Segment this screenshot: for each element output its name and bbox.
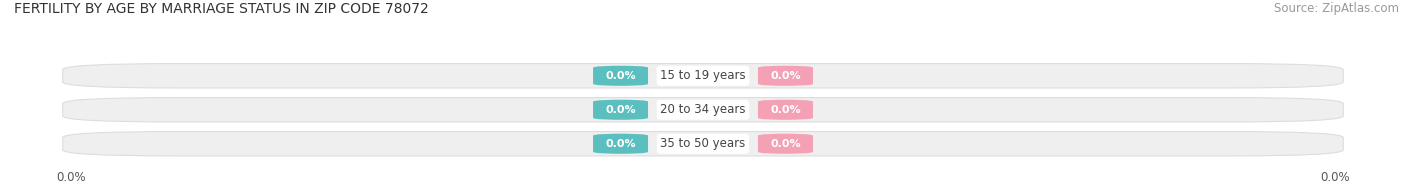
FancyBboxPatch shape: [63, 64, 1343, 88]
Text: 0.0%: 0.0%: [770, 105, 801, 115]
Text: 0.0%: 0.0%: [770, 71, 801, 81]
Text: 0.0%: 0.0%: [605, 105, 636, 115]
Text: Source: ZipAtlas.com: Source: ZipAtlas.com: [1274, 2, 1399, 15]
Text: 35 to 50 years: 35 to 50 years: [661, 137, 745, 150]
FancyBboxPatch shape: [63, 132, 1343, 156]
FancyBboxPatch shape: [593, 66, 648, 86]
FancyBboxPatch shape: [758, 100, 813, 120]
Text: 0.0%: 0.0%: [605, 71, 636, 81]
Text: 0.0%: 0.0%: [1320, 171, 1350, 184]
Text: 20 to 34 years: 20 to 34 years: [661, 103, 745, 116]
Text: 15 to 19 years: 15 to 19 years: [661, 69, 745, 82]
Text: 0.0%: 0.0%: [605, 139, 636, 149]
FancyBboxPatch shape: [593, 100, 648, 120]
Text: FERTILITY BY AGE BY MARRIAGE STATUS IN ZIP CODE 78072: FERTILITY BY AGE BY MARRIAGE STATUS IN Z…: [14, 2, 429, 16]
FancyBboxPatch shape: [593, 133, 648, 154]
FancyBboxPatch shape: [63, 98, 1343, 122]
FancyBboxPatch shape: [758, 66, 813, 86]
Text: 0.0%: 0.0%: [56, 171, 86, 184]
FancyBboxPatch shape: [758, 133, 813, 154]
Text: 0.0%: 0.0%: [770, 139, 801, 149]
